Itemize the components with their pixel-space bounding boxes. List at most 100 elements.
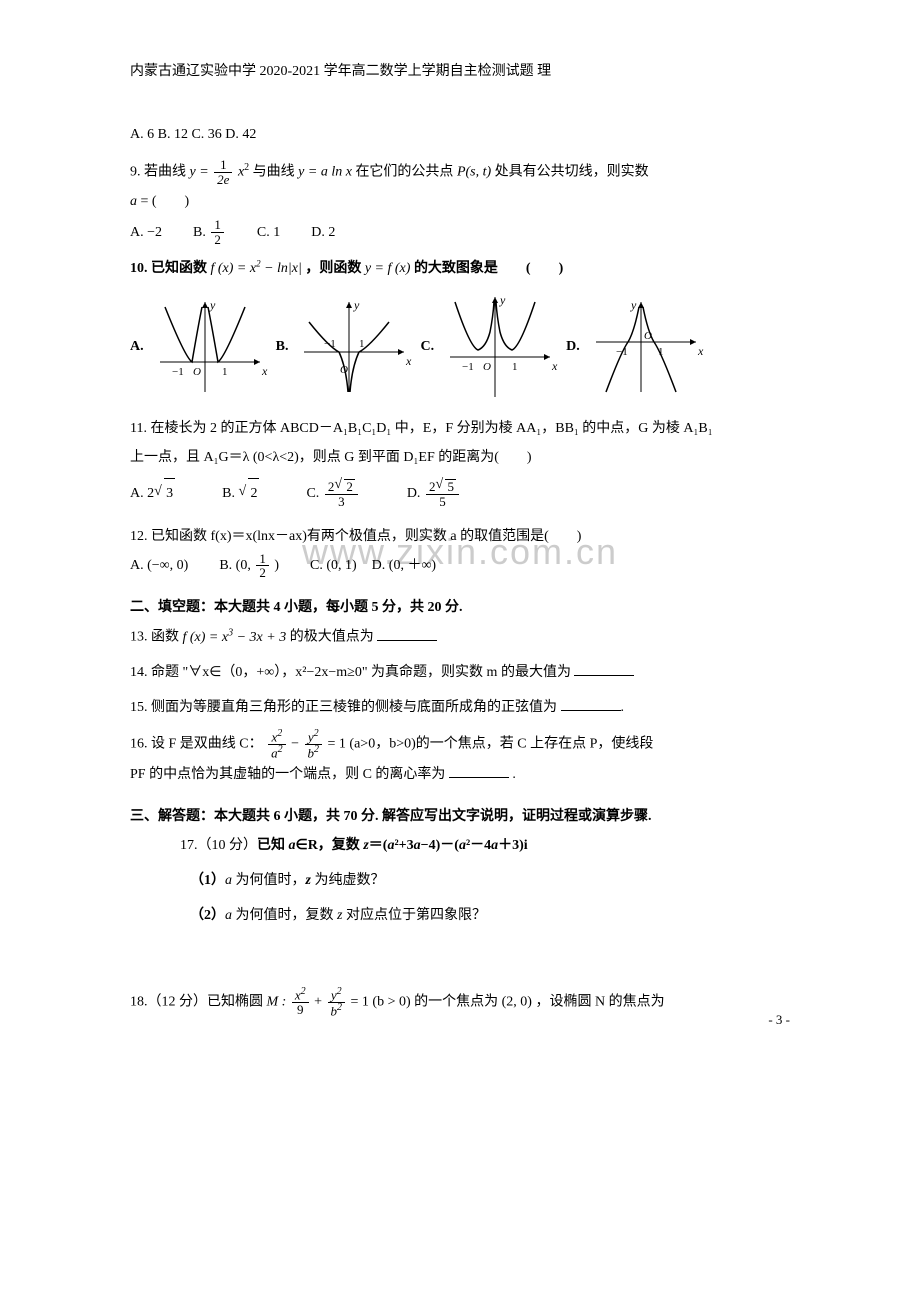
q12-optB-num: 1	[256, 552, 269, 567]
q9-optC: C. 1	[257, 225, 280, 240]
q11-optD-label: D.	[407, 486, 424, 501]
q11-optA-rad: 3	[164, 478, 175, 510]
q16-line2: PF 的中点恰为其虚轴的一个端点，则 C 的离心率为 .	[130, 760, 790, 791]
sqrt-icon: 3	[154, 478, 175, 510]
q11-optB-label: B.	[222, 486, 238, 501]
q18-frac2: y2 b2	[328, 987, 346, 1018]
q12-optB-a: (0,	[236, 558, 255, 573]
graph-A: x y O −1 1	[150, 297, 270, 397]
q9-options: A. −2 B. 1 2 C. 1 D. 2	[130, 218, 790, 249]
q18-b: 的一个焦点为	[414, 994, 502, 1009]
q18: 18.（12 分）已知椭圆 M : x2 9 + y2 b2 = 1 (b > …	[130, 987, 790, 1018]
q8-options: A. 6 B. 12 C. 36 D. 42	[130, 120, 790, 151]
q12-optB-c: )	[274, 558, 279, 573]
q9-optB-num: 1	[211, 218, 224, 233]
q11-optB-rad: 2	[248, 478, 259, 510]
svg-text:−1: −1	[462, 361, 474, 373]
svg-text:y: y	[499, 293, 506, 307]
svg-text:x: x	[697, 344, 704, 358]
q16-frac1: x2 a2	[268, 729, 286, 760]
blank-line	[561, 697, 621, 711]
blank-line	[449, 764, 509, 778]
q9-stem: 9. 若曲线 y = 1 2e x2 与曲线 y = a ln x 在它们的公共…	[130, 157, 790, 187]
q16-eq: = 1 (a>0，b>0)的一个焦点，若 C 上存在点 P，使线段	[328, 737, 654, 752]
q16-num1: x2	[268, 729, 286, 745]
q13-a: 13. 函数	[130, 630, 183, 645]
blank-line	[574, 662, 634, 676]
svg-text:y: y	[630, 298, 637, 312]
q18-den1: 9	[292, 1003, 309, 1017]
q9-text-c: 在它们的公共点	[355, 164, 457, 179]
q9-P: P(s, t)	[457, 164, 491, 179]
q9-optB-den: 2	[211, 233, 224, 247]
q9-line2: a = ( )	[130, 187, 790, 218]
q11-optD-den: 5	[426, 495, 459, 509]
q12-optB-den: 2	[256, 566, 269, 580]
q17-p2: （2）a 为何值时，复数 z 对应点位于第四象限？	[130, 901, 790, 930]
blank-line	[377, 627, 437, 641]
q10-label-B: B.	[276, 339, 289, 355]
q11-optA-label: A. 2	[130, 486, 154, 501]
q16-line1: 16. 设 F 是双曲线 C： x2 a2 − y2 b2 = 1 (a>0，b…	[130, 729, 790, 760]
q12-optC: C. (0, 1)	[310, 558, 357, 573]
sqrt-icon: 2	[238, 478, 259, 510]
svg-text:−1: −1	[172, 366, 184, 378]
q12-optB-frac: 1 2	[256, 552, 269, 580]
q14: 14. 命题 "∀x∈（0，+∞），x²−2x−m≥0" 为真命题，则实数 m …	[130, 658, 790, 687]
svg-text:y: y	[353, 298, 360, 312]
q17-stem: 17.（10 分）已知 a∈R，复数 z＝(a²+3a−4)－(a²－4a＋3)…	[130, 831, 790, 860]
graph-B: x y O −1 1	[294, 297, 414, 397]
q10-c: 的大致图象是 ( )	[414, 261, 563, 276]
q18-num2: y2	[328, 987, 346, 1003]
q14-text: 14. 命题 "∀x∈（0，+∞），x²−2x−m≥0" 为真命题，则实数 m …	[130, 665, 571, 680]
section3-title: 三、解答题：本大题共 6 小题，共 70 分. 解答应写出文字说明，证明过程或演…	[130, 805, 790, 825]
q10-stem: 10. 已知函数 f (x) = x2 − ln|x| ，则函数 y = f (…	[130, 254, 790, 283]
section2-title: 二、填空题：本大题共 4 小题，每小题 5 分，共 20 分.	[130, 596, 790, 616]
q10-label-A: A.	[130, 339, 144, 355]
q13: 13. 函数 f (x) = x3 − 3x + 3 的极大值点为	[130, 622, 790, 652]
q10-yfx: y = f (x)	[365, 261, 411, 276]
q11-optC-rad: 2	[344, 479, 355, 494]
svg-text:O: O	[193, 366, 201, 378]
q18-plus: +	[314, 994, 325, 1009]
q11-optD-num: 25	[426, 479, 459, 495]
q12-optB-label: B.	[219, 558, 235, 573]
svg-text:1: 1	[512, 361, 518, 373]
q18-focus: (2, 0)	[502, 994, 532, 1009]
q11-optC-num: 22	[325, 479, 358, 495]
q11-line2: 上一点，且 A₁G＝λ (0<λ<2)，则点 G 到平面 D₁EF 的距离为( …	[130, 443, 790, 474]
svg-text:y: y	[209, 298, 216, 312]
q11-options: A. 23 B. 2 C. 22 3 D. 25 5	[130, 478, 790, 510]
q10-graphs-row: A. x y O −1 1 B. x y	[130, 292, 790, 402]
q18-a: 18.（12 分）已知椭圆	[130, 994, 267, 1009]
q12-block: www.zixin.com.cn 12. 已知函数 f(x)＝x(lnx－ax)…	[130, 522, 790, 582]
q16-minus: −	[291, 737, 302, 752]
q9-text-a: 9. 若曲线	[130, 164, 190, 179]
q16-a: 16. 设 F 是双曲线 C：	[130, 737, 263, 752]
q18-eq: = 1 (b > 0)	[351, 994, 411, 1009]
q12-optD: D. (0, ＋∞)	[372, 558, 436, 573]
q16-line2-text: PF 的中点恰为其虚轴的一个端点，则 C 的离心率为	[130, 767, 445, 782]
svg-text:1: 1	[222, 366, 228, 378]
q9-y1: y =	[190, 164, 213, 179]
q10-b: ，则函数	[305, 261, 365, 276]
q9-optB-frac: 1 2	[211, 218, 224, 246]
q9-optB-label: B.	[193, 225, 209, 240]
q18-c: ，设椭圆 N 的焦点为	[535, 994, 664, 1009]
q12-optA: A. (−∞, 0)	[130, 558, 188, 573]
q15: 15. 侧面为等腰直角三角形的正三棱锥的侧棱与底面所成角的正弦值为 .	[130, 693, 790, 722]
sqrt-icon: 2	[334, 479, 355, 494]
svg-text:O: O	[483, 361, 491, 373]
q11-optD-rad: 5	[445, 479, 456, 494]
graph-D: x y O −1 1	[586, 297, 706, 397]
sqrt-icon: 5	[435, 479, 456, 494]
q17-p1: （1）a 为何值时，z 为纯虚数？	[130, 866, 790, 895]
q10-label-D: D.	[566, 339, 580, 355]
q11-optC-frac: 22 3	[325, 479, 358, 508]
q10-fx: f (x) = x2 − ln|x|	[211, 261, 302, 276]
q9-y2: y = a ln x	[298, 164, 352, 179]
svg-text:x: x	[261, 364, 268, 378]
page-header: 内蒙古通辽实验中学 2020-2021 学年高二数学上学期自主检测试题 理	[130, 60, 790, 80]
q11-optC-label: C.	[306, 486, 322, 501]
q9-frac1-num: 1	[214, 158, 232, 173]
